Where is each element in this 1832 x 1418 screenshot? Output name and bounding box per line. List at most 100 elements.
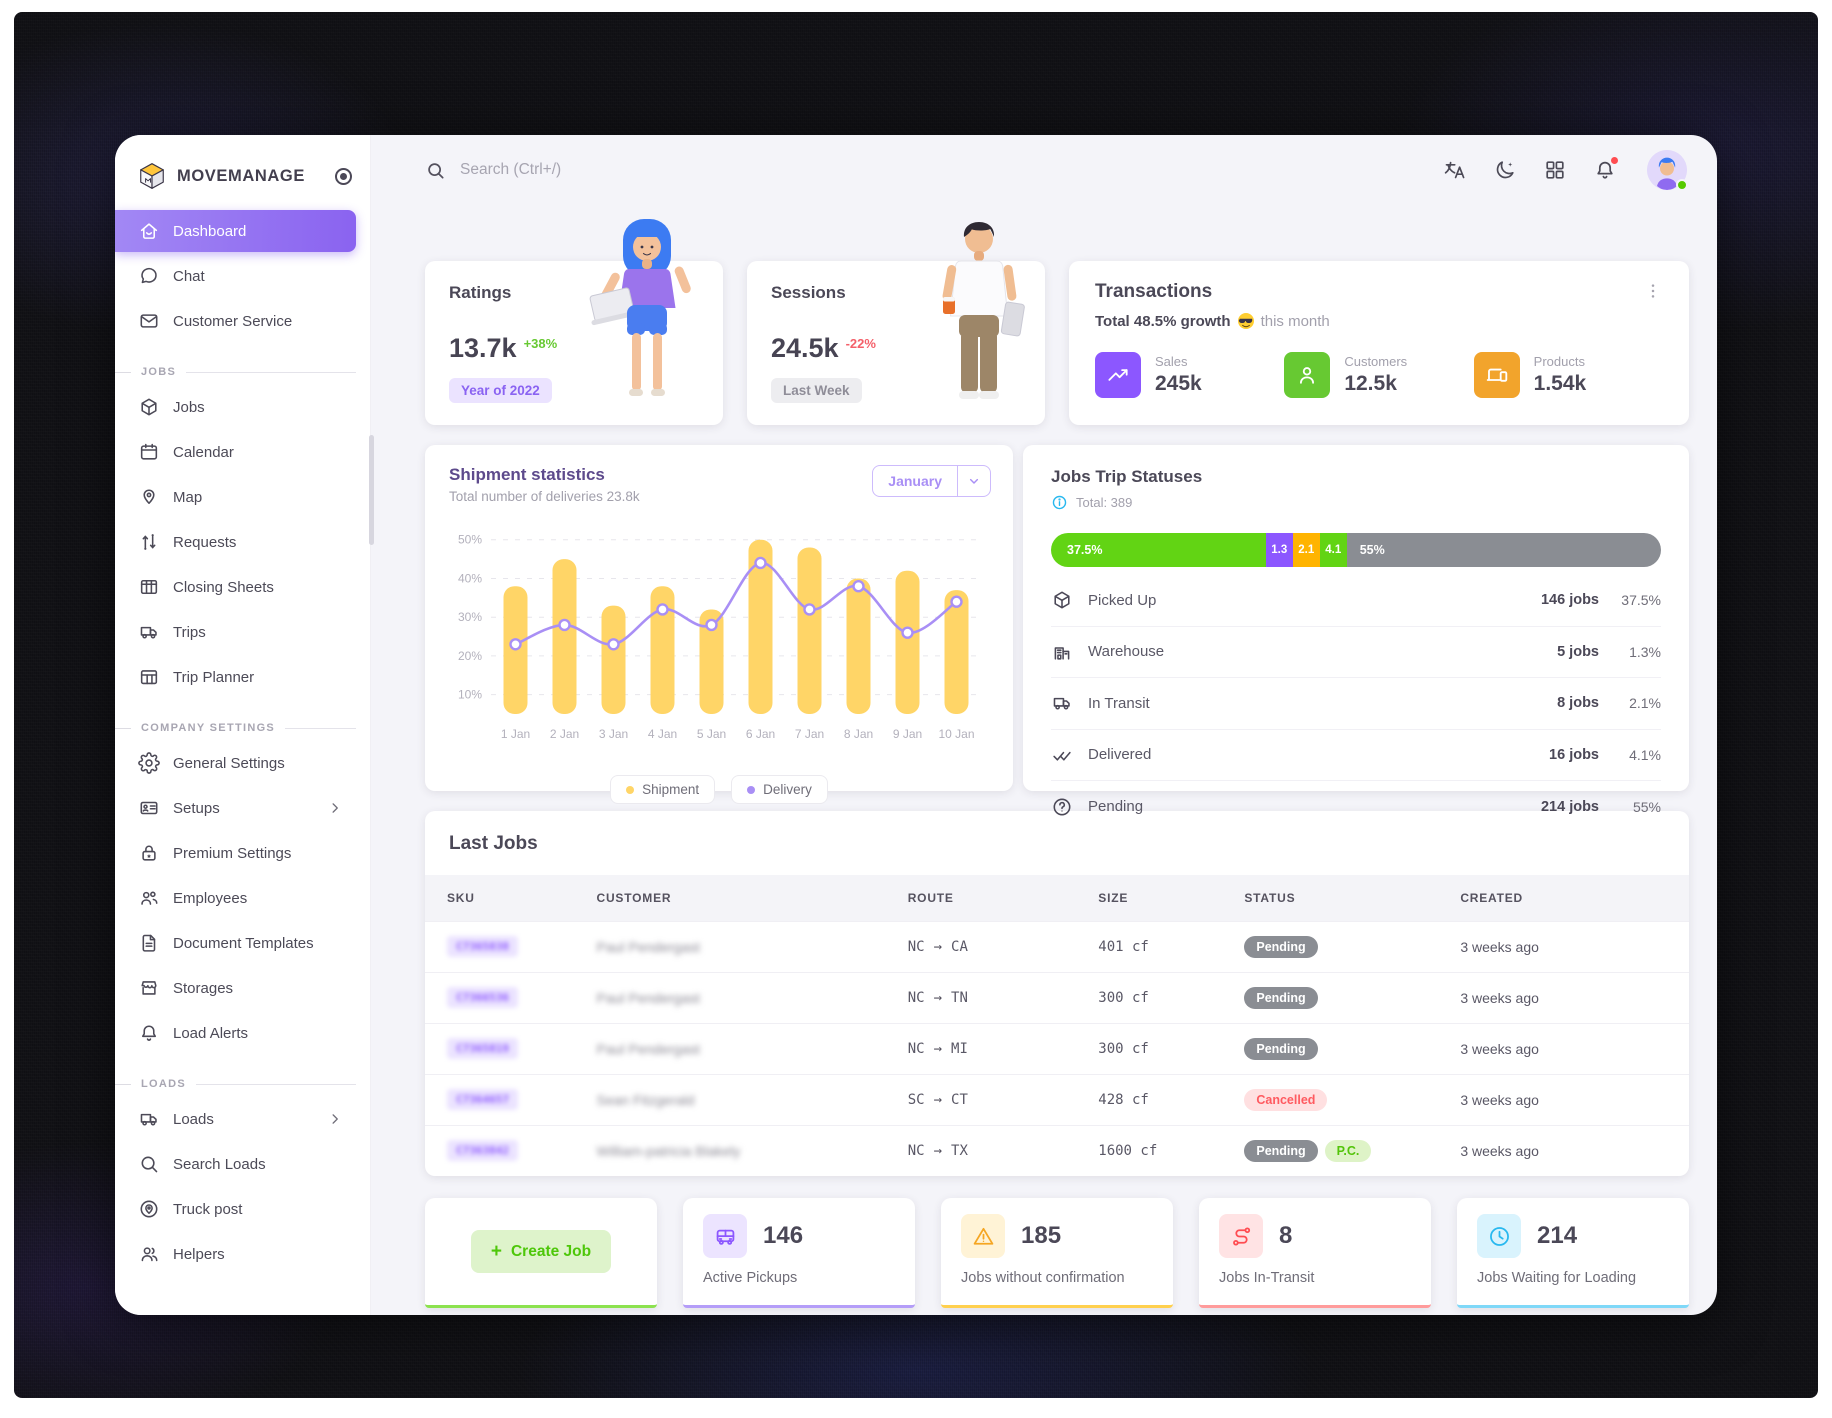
kebab-menu-icon[interactable] [1643,281,1663,303]
status-segment: 1.3 [1265,533,1293,567]
chart-bar[interactable] [895,570,920,714]
ratings-period-badge: Year of 2022 [449,378,552,403]
route-arrow-icon: → [933,989,943,1006]
chart-point[interactable] [754,556,767,570]
search-icon [425,160,446,181]
plus-icon: + [490,1241,502,1262]
chart-point[interactable] [803,603,816,616]
sidebar-item-calendar[interactable]: Calendar [115,431,356,473]
sidebar-item-trip-planner[interactable]: Trip Planner [115,656,356,698]
chart-bar[interactable] [601,605,626,714]
sessions-delta: -22% [845,336,876,351]
footer-card-jobs-without-confirmation[interactable]: 185 Jobs without confirmation [941,1198,1173,1308]
chart-bar[interactable] [797,547,822,714]
sidebar-item-load-alerts[interactable]: Load Alerts [115,1012,356,1054]
chart-bar[interactable] [699,609,724,714]
sidebar-nav: Dashboard Chat Customer Service JOBS Jobs Cal… [115,210,370,1275]
sidebar-item-customer-service[interactable]: Customer Service [115,300,356,342]
sidebar-item-document-templates[interactable]: Document Templates [115,922,356,964]
svg-text:6 Jan: 6 Jan [746,727,775,741]
nav-section-header: LOADS [115,1078,370,1090]
footer-card-jobs-in-transit[interactable]: 8 Jobs In-Transit [1199,1198,1431,1308]
size: 401 cf [1098,938,1149,955]
chart-point[interactable] [901,626,914,639]
chart-bar[interactable] [650,586,675,714]
sidebar-item-premium-settings[interactable]: Premium Settings [115,832,356,874]
shipment-chart: 10% 20% 30% 40% 50% 1 Jan 2 Jan 3 Jan 4 Jan 5 Jan… [449,518,989,771]
month-select[interactable]: January [872,465,991,497]
sidebar-item-employees[interactable]: Employees [115,877,356,919]
search-input[interactable] [460,161,880,179]
trip-statuses-total: Total: 389 [1076,495,1133,510]
main-area: Ratings 13.7k +38% Year of 2022 [371,135,1717,1315]
last-jobs-table: SKU CUSTOMER ROUTE SIZE STATUS CREATED C73658… [425,875,1689,1176]
id-card-icon [138,797,160,819]
chart-point[interactable] [558,618,571,632]
chart-point[interactable] [950,595,963,608]
footer-card-jobs-waiting-for-loading[interactable]: 214 Jobs Waiting for Loading [1457,1198,1689,1308]
table-row[interactable]: C7366536 Paul Pendergast NC → TN 300 cf Pendin… [425,972,1689,1023]
sku-badge: C7364657 [447,1089,518,1110]
route: NC → CA [907,938,968,955]
sidebar-item-helpers[interactable]: Helpers [115,1233,356,1275]
legend-shipment[interactable]: Shipment [610,775,716,804]
avatar[interactable] [1647,150,1688,191]
footer-card-active-pickups[interactable]: 146 Active Pickups [683,1198,915,1308]
chart-point[interactable] [607,638,620,651]
table-row[interactable]: C7363842 William-patricia Blakely NC → TX 160… [425,1125,1689,1176]
sidebar-item-storages[interactable]: Storages [115,967,356,1009]
chart-bar[interactable] [944,590,969,714]
chart-point[interactable] [509,638,522,651]
sidebar-item-trips[interactable]: Trips [115,611,356,653]
sidebar-item-map[interactable]: Map [115,476,356,518]
status-progress-bar: 37.5% 1.3 2.1 4.1 55% [1051,533,1661,567]
sidebar-item-jobs[interactable]: Jobs [115,386,356,428]
table-row[interactable]: C7365819 Paul Pendergast NC → MI 300 cf Pendin… [425,1023,1689,1074]
table-row[interactable]: C7365838 Paul Pendergast NC → CA 401 cf Pendin… [425,921,1689,972]
notifications-bell-icon[interactable] [1593,156,1619,182]
created: 3 weeks ago [1460,1142,1539,1159]
sidebar-item-general-settings[interactable]: General Settings [115,742,356,784]
dashboard-content: Ratings 13.7k +38% Year of 2022 [371,205,1717,1315]
dark-mode-icon[interactable] [1493,158,1517,182]
table-row[interactable]: C7364657 Sean Fitzgerald SC → CT 428 cf Cancel… [425,1074,1689,1125]
sidebar-item-setups[interactable]: Setups [115,787,356,829]
box-icon [138,396,160,418]
transaction-stat-customers: Customers 12.5k [1284,352,1473,398]
transaction-stat-products: Products 1.54k [1473,352,1663,398]
legend-delivery[interactable]: Delivery [731,775,828,804]
bell-icon [138,1022,160,1044]
customer-name: Paul Pendergast [596,1040,701,1057]
size: 300 cf [1098,1040,1149,1057]
chart-bar[interactable] [552,559,577,714]
create-job-button[interactable]: + Create Job [470,1230,612,1273]
chart-bar[interactable] [846,578,871,714]
sidebar-item-truck-post[interactable]: Truck post [115,1188,356,1230]
sidebar-item-search-loads[interactable]: Search Loads [115,1143,356,1185]
sidebar-item-closing-sheets[interactable]: Closing Sheets [115,566,356,608]
chart-subtitle: Total number of deliveries 23.8k [449,489,640,504]
lock-star-icon [138,842,160,864]
info-icon[interactable] [1051,494,1068,511]
chart-point[interactable] [705,618,718,632]
sidebar-item-dashboard[interactable]: Dashboard [115,210,356,252]
sidebar-item-chat[interactable]: Chat [115,255,356,297]
clock-icon [1477,1214,1521,1258]
svg-text:3 Jan: 3 Jan [599,727,628,741]
status-segment: 37.5% [1051,533,1266,567]
chart-point[interactable] [852,580,865,593]
sidebar-pin-icon[interactable] [335,167,352,185]
sessions-title: Sessions [771,283,846,302]
apps-grid-icon[interactable] [1543,158,1567,182]
chart-legend: Shipment Delivery [449,775,989,804]
sidebar-item-loads[interactable]: Loads [115,1098,356,1140]
chart-bar[interactable] [748,539,773,714]
chat-icon [138,265,160,287]
language-icon[interactable] [1443,158,1467,182]
route-arrow-icon: → [933,1142,943,1159]
chart-point[interactable] [656,603,669,616]
calendar-icon [138,441,160,463]
sidebar-item-requests[interactable]: Requests [115,521,356,563]
scrollbar-thumb[interactable] [369,435,374,545]
route: NC → TX [907,1142,968,1159]
